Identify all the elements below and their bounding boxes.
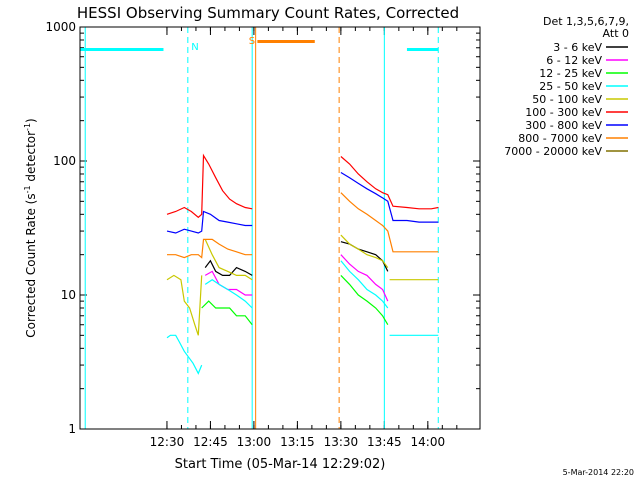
- y-tick-label: 10: [61, 288, 76, 302]
- x-tick-label: 14:00: [411, 435, 446, 449]
- night-label: N: [191, 42, 198, 53]
- footer-date: 5-Mar-2014 22:20: [563, 468, 634, 477]
- series-line: [201, 300, 253, 326]
- plot-area: NS: [80, 27, 480, 430]
- series-line: [204, 278, 253, 309]
- legend-label: 800 - 7000 keV: [518, 132, 602, 145]
- series-line: [340, 274, 389, 326]
- legend-label: 300 - 800 keV: [525, 119, 602, 132]
- x-tick-label: 13:30: [324, 435, 359, 449]
- legend-label: 50 - 100 keV: [532, 93, 602, 106]
- legend-label: 12 - 25 keV: [539, 67, 602, 80]
- y-tick-label: 100: [53, 154, 76, 168]
- chart-title: HESSI Observing Summary Count Rates, Cor…: [77, 4, 459, 22]
- y-axis-label-mid: detector: [24, 131, 38, 186]
- x-tick-label: 13:15: [280, 435, 315, 449]
- y-axis-label-end: ): [24, 118, 38, 123]
- series-line: [204, 239, 253, 281]
- series-line: [340, 254, 389, 302]
- y-tick-label: 1000: [45, 20, 76, 34]
- legend-header-1: Det 1,3,5,6,7,9,: [543, 15, 629, 28]
- legend-label: 3 - 6 keV: [553, 41, 602, 54]
- y-axis-label-sup2: -1: [23, 123, 32, 131]
- x-tick-label: 12:45: [193, 435, 228, 449]
- series-line: [166, 334, 203, 375]
- legend-label: 6 - 12 keV: [546, 54, 602, 67]
- series-line: [166, 274, 203, 336]
- series-line: [340, 260, 389, 309]
- x-tick-label: 13:00: [237, 435, 272, 449]
- series-line: [204, 259, 253, 276]
- legend-label: 7000 - 20000 keV: [504, 145, 602, 158]
- x-axis-label: Start Time (05-Mar-14 12:29:02): [175, 457, 386, 472]
- y-tick-label: 1: [68, 422, 76, 436]
- legend-header-2: Att 0: [603, 27, 629, 40]
- saa-label: S: [249, 36, 255, 47]
- x-tick-label: 12:30: [150, 435, 185, 449]
- y-axis-label: Corrected Count Rate (s-1 detector-1): [23, 118, 38, 337]
- series-line: [340, 241, 389, 272]
- series-line: [167, 238, 253, 259]
- series-line: [340, 234, 389, 268]
- series-line: [166, 153, 253, 219]
- series-line: [340, 192, 439, 253]
- y-axis-label-sup1: -1: [23, 185, 32, 193]
- legend-label: 100 - 300 keV: [525, 106, 602, 119]
- legend-label: 25 - 50 keV: [539, 80, 602, 93]
- plot-frame: [79, 26, 481, 430]
- series-line: [166, 210, 253, 234]
- y-axis-label-main: Corrected Count Rate (s: [24, 193, 38, 337]
- x-tick-label: 13:45: [367, 435, 402, 449]
- series-line: [340, 156, 439, 210]
- series-line: [340, 171, 439, 223]
